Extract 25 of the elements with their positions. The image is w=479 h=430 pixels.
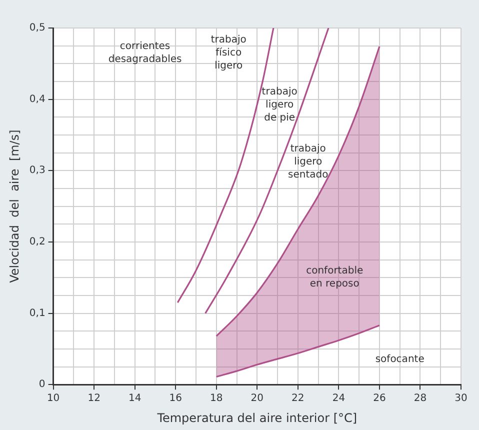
x-tick-label: 24 (332, 393, 346, 404)
x-tick-label: 16 (169, 393, 182, 404)
y-tick-label: 0 (38, 379, 46, 390)
y-tick-label: 0,1 (29, 308, 46, 319)
y-tick-label: 0,2 (29, 236, 46, 248)
y-tick-label: 0,5 (29, 22, 46, 34)
y-axis-title: Velocidad del aire [m/s] (7, 130, 22, 283)
x-tick-label: 12 (88, 393, 100, 404)
x-tick-label: 26 (373, 393, 386, 404)
annotation: trabajo ligero sentado (288, 143, 328, 180)
annotation: confortable en reposo (306, 266, 364, 290)
x-tick-label: 30 (454, 393, 468, 404)
x-tick-label: 10 (46, 393, 60, 404)
y-tick-label: 0,3 (29, 165, 46, 176)
x-tick-label: 18 (210, 393, 223, 404)
x-tick-label: 22 (292, 393, 304, 404)
x-tick-label: 28 (414, 393, 427, 404)
x-tick-label: 20 (250, 393, 264, 404)
x-tick-label: 14 (128, 393, 142, 404)
annotation: sofocante (375, 354, 424, 366)
annotation: corrientes desagradables (108, 41, 182, 66)
annotation: trabajo ligero de pie (262, 86, 298, 124)
annotation: trabajo físico ligero (210, 34, 246, 72)
y-tick-label: 0,4 (29, 94, 46, 105)
x-axis-title: Temperatura del aire interior [°C] (156, 410, 358, 425)
